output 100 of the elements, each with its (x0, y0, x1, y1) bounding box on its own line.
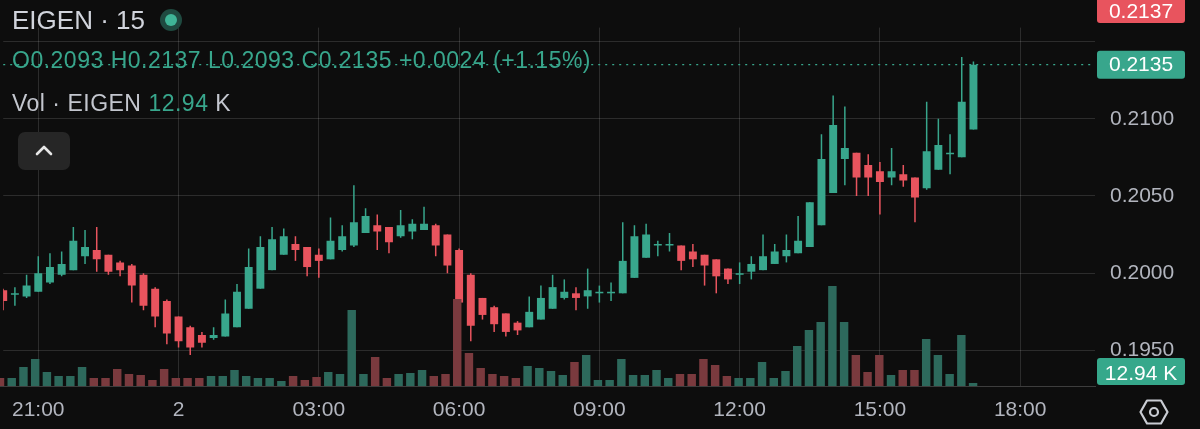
x-tick-label: 09:00 (573, 397, 626, 421)
candlestick (899, 164, 908, 188)
bar (218, 376, 227, 386)
text: 12.94 K (1104, 361, 1178, 384)
candlestick (560, 278, 569, 301)
candlestick (770, 243, 779, 265)
candlestick (572, 286, 580, 312)
bar (664, 378, 673, 386)
candlestick (303, 246, 312, 278)
chart-title: EIGEN · 15 (12, 4, 145, 36)
candlestick (45, 252, 54, 285)
y-tick-label: 0.2000 (1110, 260, 1175, 284)
bar (101, 378, 110, 386)
bar (417, 370, 427, 386)
bar (675, 374, 685, 386)
y-tick-label: 0.2100 (1110, 105, 1175, 129)
bar (370, 357, 380, 386)
bar (839, 322, 849, 386)
candlestick (490, 304, 499, 333)
candlestick (314, 247, 323, 279)
bar (441, 374, 450, 386)
candlestick (279, 227, 288, 256)
bar (488, 374, 497, 386)
bar (124, 374, 134, 386)
bar (195, 378, 204, 386)
bar (957, 335, 966, 386)
bar (499, 376, 509, 386)
x-tick-label: 2 (172, 397, 185, 421)
bar (570, 362, 579, 386)
bar (171, 378, 181, 386)
bar (617, 359, 626, 386)
bar (277, 381, 286, 386)
y-tick-label: 0.2050 (1110, 182, 1175, 206)
bar (652, 370, 661, 386)
bar (558, 375, 567, 386)
x-tick-label: 15:00 (853, 397, 907, 421)
bar (804, 330, 814, 386)
candlestick (349, 184, 358, 248)
ref-line-label: 0.2135 (1108, 52, 1174, 76)
bar (19, 367, 28, 386)
candlestick (548, 274, 557, 310)
bar (863, 372, 872, 386)
bar (30, 359, 40, 386)
bar (898, 370, 907, 386)
bar (781, 371, 790, 386)
bar (253, 378, 263, 386)
bar (628, 375, 638, 386)
bar (230, 370, 239, 386)
candlestick (794, 215, 803, 254)
candlestick (911, 176, 919, 223)
candlestick (291, 235, 300, 262)
candlestick (22, 274, 31, 299)
bar (183, 378, 192, 386)
candlestick (782, 233, 791, 264)
candlestick (420, 206, 428, 231)
candlestick (583, 267, 592, 310)
candlestick (396, 209, 405, 239)
candlestick (81, 229, 90, 265)
candlestick (759, 233, 767, 271)
bar (511, 378, 521, 386)
bar (875, 355, 884, 386)
candlestick (864, 153, 873, 197)
candlestick (875, 161, 884, 216)
x-tick-label: 06:00 (432, 397, 486, 421)
candlestick (186, 325, 195, 356)
bar (945, 374, 954, 386)
bar (910, 370, 919, 386)
bar (605, 380, 614, 386)
bar (921, 339, 931, 386)
candlestick (642, 223, 651, 259)
bar (734, 378, 743, 386)
bar (769, 378, 778, 386)
bar (687, 374, 696, 386)
bar (136, 375, 145, 386)
bar (89, 378, 99, 386)
candlestick (221, 298, 230, 338)
candlestick (384, 226, 393, 254)
bar (593, 380, 603, 386)
bar (886, 375, 896, 386)
candlestick (735, 261, 744, 285)
x-tick-label: 18:00 (993, 397, 1047, 421)
bar (546, 371, 556, 386)
bar (42, 372, 52, 386)
bar (394, 374, 403, 386)
bar (300, 380, 310, 386)
candlestick (57, 250, 66, 278)
bar (851, 355, 861, 386)
bar (699, 359, 708, 386)
candlestick (887, 147, 896, 186)
bar (828, 286, 837, 386)
candlestick (536, 284, 545, 321)
bar (159, 369, 169, 386)
bar (359, 374, 368, 386)
candlestick (677, 244, 686, 271)
bar (324, 372, 333, 386)
bar (148, 380, 157, 386)
x-tick-label: 21:00 (11, 397, 65, 421)
bar (54, 376, 63, 386)
candlestick (747, 255, 756, 281)
bar (312, 377, 321, 386)
